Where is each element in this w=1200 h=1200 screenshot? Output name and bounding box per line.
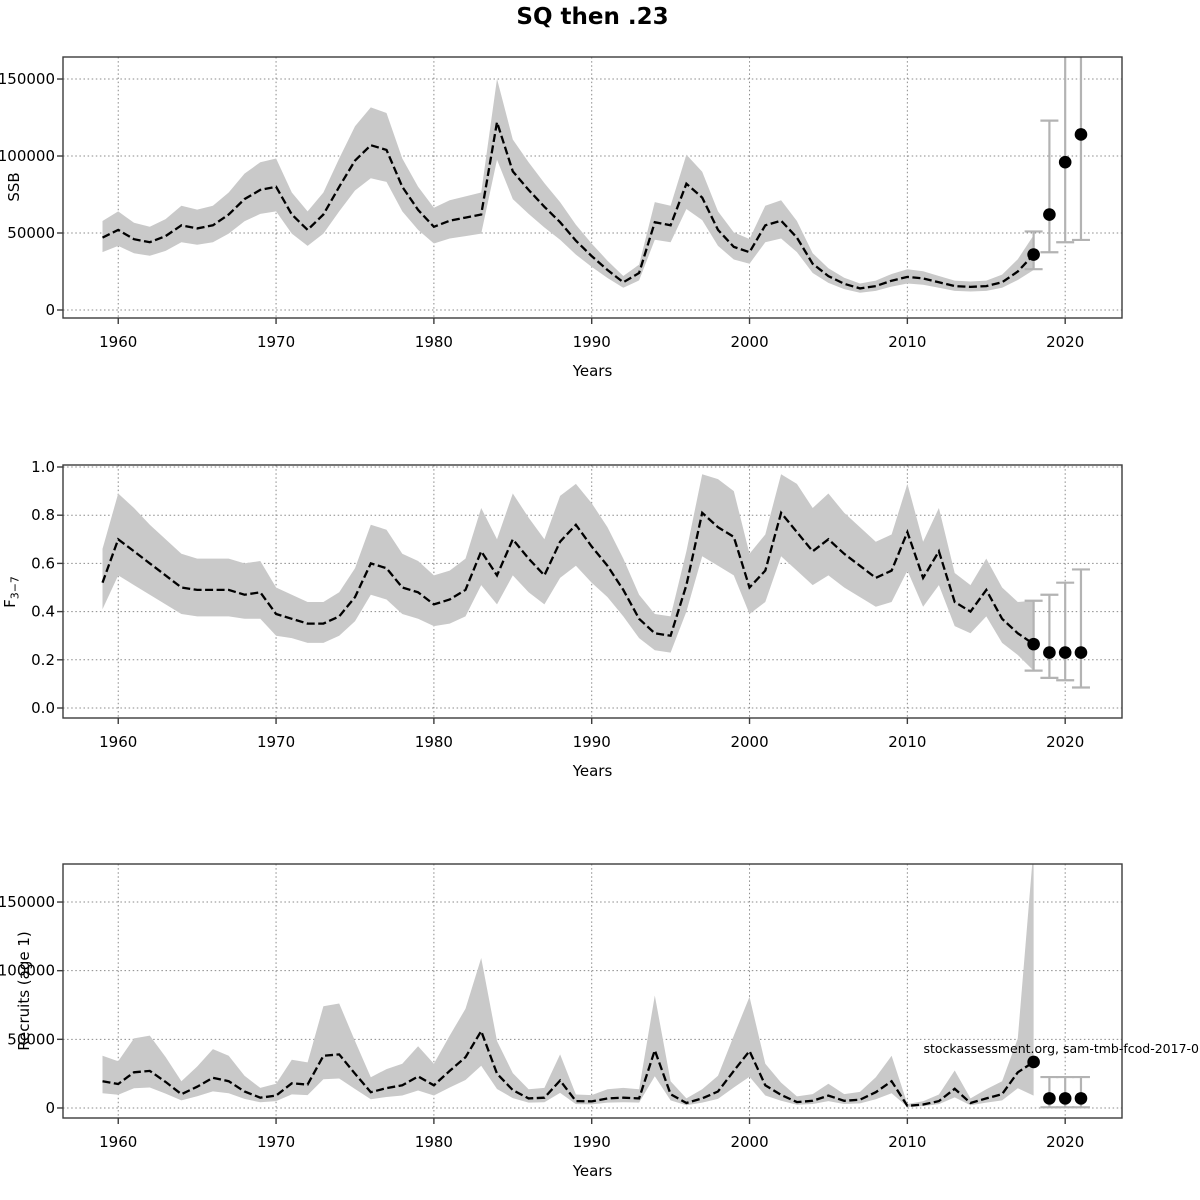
x-axis-label: Years (572, 762, 613, 780)
x-tick-label: 2010 (888, 1133, 926, 1151)
x-axis-label: Years (572, 1162, 613, 1180)
plot-frame (62, 863, 1123, 1119)
forecast-dot (1058, 1092, 1072, 1105)
y-tick-label: 1.0 (31, 458, 55, 476)
confidence-band (102, 864, 1034, 1107)
estimate-line (102, 1028, 1035, 1108)
y-tick-label: 0.6 (31, 554, 55, 572)
y-tick-label: 100000 (0, 147, 55, 165)
estimate-line (101, 121, 1035, 290)
plot-frame (62, 464, 1123, 719)
forecast-dot (1027, 248, 1040, 261)
y-tick-label: 0.0 (31, 699, 55, 717)
forecast-dot (1043, 208, 1056, 221)
x-tick-label: 2020 (1046, 333, 1084, 351)
forecast-dot (1058, 646, 1072, 659)
confidence-band (102, 474, 1034, 671)
y-tick-label: 150000 (0, 893, 55, 911)
x-tick-label: 1990 (573, 733, 611, 751)
y-tick-label: 100000 (0, 962, 55, 980)
x-tick-label: 2000 (730, 333, 768, 351)
y-axis-label: SSB (5, 172, 23, 201)
y-tick-label: 0.4 (31, 603, 55, 621)
x-tick-label: 1980 (415, 1133, 453, 1151)
forecast-dot (1043, 646, 1056, 659)
y-axis-label: Recruits (age 1) (15, 931, 33, 1051)
y-tick-label: 0.8 (31, 506, 55, 524)
forecast-dot (1027, 637, 1040, 651)
forecast-dot (1043, 1092, 1056, 1105)
axis-ticks (57, 466, 1066, 724)
x-tick-label: 2000 (730, 1133, 768, 1151)
forecast-dot (1027, 1055, 1040, 1069)
y-tick-label: 0.2 (31, 651, 55, 669)
x-tick-label: 1970 (257, 1133, 295, 1151)
forecast-dot (1074, 646, 1088, 659)
forecast-dots (1027, 128, 1088, 261)
x-tick-label: 1990 (573, 1133, 611, 1151)
x-tick-label: 1970 (257, 733, 295, 751)
y-tick-label: 0 (45, 1099, 55, 1117)
figure-title: SQ then .23 (516, 4, 669, 30)
x-tick-label: 1980 (415, 733, 453, 751)
forecast-dots (1027, 637, 1088, 659)
y-tick-label: 150000 (0, 70, 55, 88)
gridlines (63, 864, 1122, 1118)
forecast-errorbars (1024, 568, 1090, 689)
y-tick-label: 50000 (7, 224, 55, 242)
x-tick-label: 2000 (730, 733, 768, 751)
x-tick-label: 2010 (888, 333, 926, 351)
confidence-band (102, 78, 1034, 293)
x-tick-label: 1970 (257, 333, 295, 351)
y-axis-label: F3−7 (1, 576, 22, 608)
x-tick-label: 2020 (1046, 1133, 1084, 1151)
forecast-dot (1058, 155, 1072, 169)
gridlines (63, 57, 1122, 318)
x-tick-label: 1990 (573, 333, 611, 351)
y-tick-label: 50000 (7, 1030, 55, 1048)
x-tick-label: 1960 (99, 1133, 137, 1151)
y-tick-label: 0 (45, 301, 55, 319)
x-axis-label: Years (572, 362, 613, 380)
forecast-dot (1074, 1092, 1088, 1105)
x-tick-label: 1960 (99, 333, 137, 351)
x-tick-label: 1980 (415, 333, 453, 351)
f-panel: 1960 1970 1980 1990 2000 2010 2020 0.0 0.2 0.4 0.6… (1, 458, 1123, 780)
ssb-panel: 1960 1970 1980 1990 2000 2010 2020 0 50000 100000… (0, 56, 1123, 380)
forecast-dot (1074, 128, 1088, 141)
x-tick-label: 2010 (888, 733, 926, 751)
estimate-line (101, 510, 1035, 646)
forecast-dots (1027, 1055, 1088, 1105)
plot-frame (62, 56, 1123, 319)
watermark-annotation: stockassessment.org, sam-tmb-fcod-2017-0 (924, 1041, 1200, 1056)
x-tick-label: 2020 (1046, 733, 1084, 751)
x-tick-label: 1960 (99, 733, 137, 751)
axis-ticks (57, 901, 1066, 1124)
forecast-errorbars (1024, 57, 1090, 271)
axis-ticks (57, 78, 1066, 324)
recruits-panel: 1960 1970 1980 1990 2000 2010 2020 0 50000 100000… (0, 863, 1123, 1180)
